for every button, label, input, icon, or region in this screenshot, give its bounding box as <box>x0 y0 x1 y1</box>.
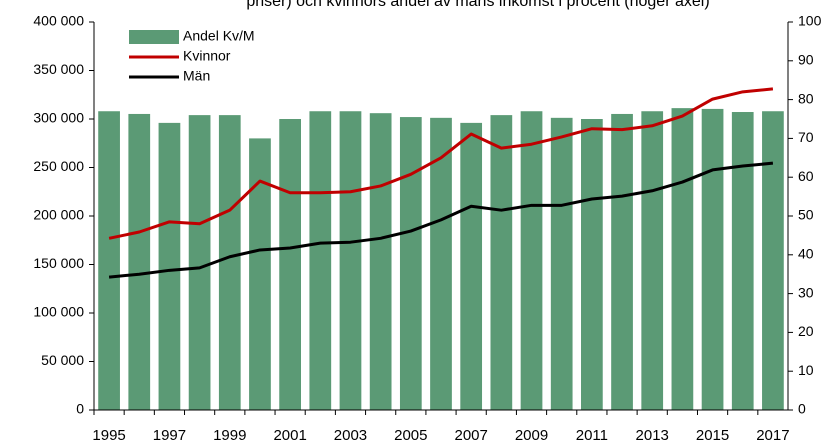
y2-tick-label: 10 <box>798 362 814 378</box>
line <box>108 161 774 279</box>
bar <box>188 115 211 411</box>
y2-tick-label: 90 <box>798 52 814 68</box>
x-tick-label: 2003 <box>334 427 367 444</box>
y2-tick-label: 80 <box>798 90 814 106</box>
x-tick-label: 1999 <box>213 427 246 444</box>
bar <box>671 108 694 411</box>
x-tick-label: 2005 <box>394 427 427 444</box>
y2-tick-label: 0 <box>798 401 806 417</box>
bar <box>98 111 120 411</box>
line <box>108 87 774 240</box>
y2-tick-label: 40 <box>798 246 814 262</box>
legend-swatch <box>129 30 179 44</box>
bar <box>430 117 452 410</box>
bar <box>158 122 181 410</box>
bar <box>581 119 603 410</box>
bar <box>279 119 301 410</box>
x-tick-label: 1997 <box>153 427 186 444</box>
bar <box>701 108 724 411</box>
bar <box>399 117 422 410</box>
bar <box>762 111 784 411</box>
y-tick-label: 100 000 <box>33 304 84 320</box>
bar <box>611 113 633 411</box>
bar <box>641 111 664 411</box>
x-tick-label: 1995 <box>92 427 125 444</box>
bar <box>369 113 392 411</box>
y2-tick-label: 20 <box>798 323 814 339</box>
bar <box>249 138 271 410</box>
y-tick-label: 200 000 <box>33 207 84 223</box>
x-tick-label: 2011 <box>576 427 608 444</box>
x-tick-label: 2017 <box>756 427 789 444</box>
bar <box>128 113 151 411</box>
legend-label: Andel Kv/M <box>183 28 255 44</box>
y-tick-label: 150 000 <box>33 255 84 271</box>
y2-tick-label: 50 <box>798 207 814 223</box>
x-tick-label: 2015 <box>696 427 729 444</box>
bar <box>520 111 543 411</box>
y-tick-label: 0 <box>76 401 84 417</box>
y-tick-label: 300 000 <box>33 110 84 126</box>
bar <box>550 117 573 410</box>
chart-title: priser) och kvinnors andel av mäns inkom… <box>246 0 709 10</box>
y2-tick-label: 70 <box>798 129 814 145</box>
y-tick-label: 350 000 <box>33 61 84 77</box>
bar <box>460 122 483 410</box>
bar <box>731 112 754 411</box>
bar <box>309 111 332 411</box>
bar <box>339 111 362 411</box>
x-tick-label: 2001 <box>273 427 306 444</box>
legend-label: Kvinnor <box>183 48 231 64</box>
y-tick-label: 50 000 <box>41 352 84 368</box>
bar <box>490 115 513 411</box>
x-tick-label: 2007 <box>454 427 487 444</box>
y2-tick-label: 100 <box>798 13 822 29</box>
bar <box>218 115 241 411</box>
x-tick-label: 2013 <box>636 427 669 444</box>
y2-tick-label: 60 <box>798 168 814 184</box>
y-tick-label: 250 000 <box>33 158 84 174</box>
x-tick-label: 2009 <box>515 427 548 444</box>
y2-tick-label: 30 <box>798 284 814 300</box>
y-tick-label: 400 000 <box>33 13 84 29</box>
legend-label: Män <box>183 68 210 84</box>
